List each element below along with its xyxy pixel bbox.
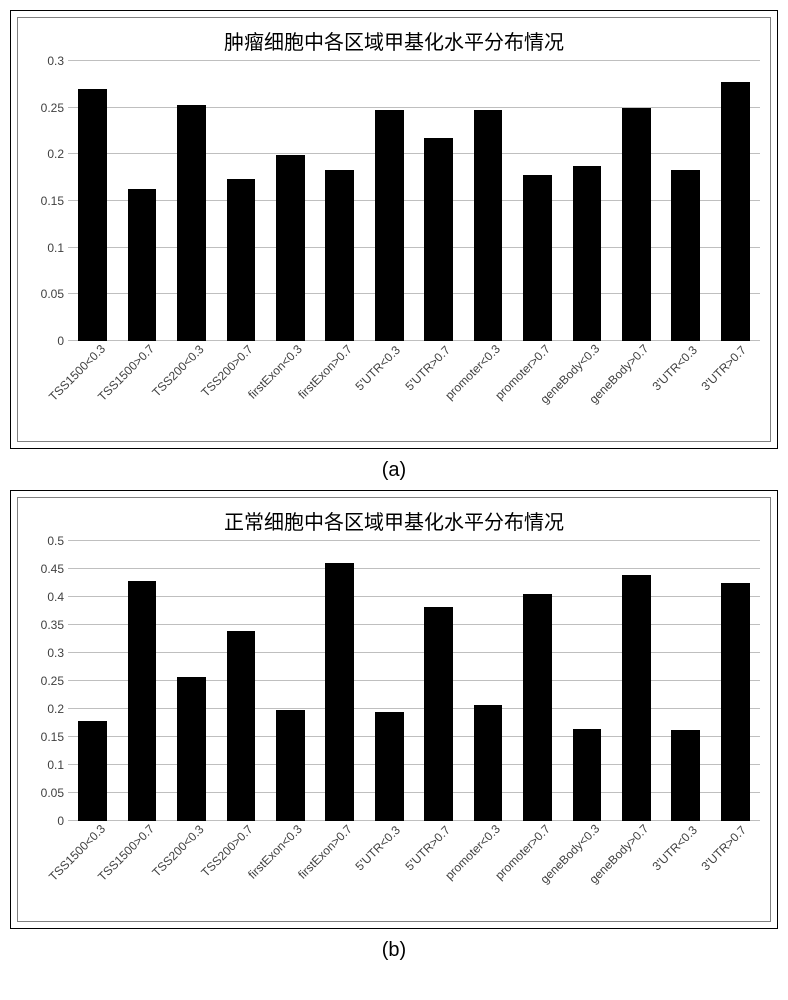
chart-b-title: 正常细胞中各区域甲基化水平分布情况: [18, 498, 770, 541]
bar: [424, 138, 453, 341]
bar: [276, 710, 305, 821]
y-tick-label: 0.1: [47, 241, 68, 255]
bar-slot: [68, 541, 117, 821]
bar-slot: [68, 61, 117, 341]
chart-b-bars: [68, 541, 760, 821]
bar: [227, 631, 256, 821]
chart-a-xlabels: TSS1500<0.3TSS1500>0.7TSS200<0.3TSS200>0…: [68, 341, 760, 441]
bar-slot: [562, 541, 611, 821]
bar-slot: [315, 541, 364, 821]
bar-slot: [661, 541, 710, 821]
bar: [721, 82, 750, 341]
bar-slot: [216, 541, 265, 821]
bar-slot: [513, 61, 562, 341]
bar-slot: [365, 541, 414, 821]
bar-slot: [117, 541, 166, 821]
bar-slot: [117, 61, 166, 341]
bar: [721, 583, 750, 821]
bar: [671, 730, 700, 821]
bar-slot: [266, 541, 315, 821]
chart-a-bars: [68, 61, 760, 341]
bar-slot: [513, 541, 562, 821]
y-tick-label: 0.2: [47, 702, 68, 716]
bar: [128, 189, 157, 341]
bar-slot: [414, 541, 463, 821]
bar-slot: [167, 61, 216, 341]
x-label-slot: 3'UTR<0.3: [661, 341, 710, 441]
y-tick-label: 0.05: [41, 287, 68, 301]
bar: [474, 110, 503, 341]
caption-b: (b): [10, 939, 778, 962]
y-tick-label: 0: [57, 814, 68, 828]
bar: [474, 705, 503, 821]
x-label-slot: 5'UTR<0.3: [365, 341, 414, 441]
bar-slot: [562, 61, 611, 341]
chart-b-xlabels: TSS1500<0.3TSS1500>0.7TSS200<0.3TSS200>0…: [68, 821, 760, 921]
bar: [573, 166, 602, 341]
x-label-slot: geneBody>0.7: [612, 821, 661, 921]
x-label-slot: 5'UTR<0.3: [365, 821, 414, 921]
x-label-slot: firstExon>0.7: [315, 821, 364, 921]
bar: [78, 721, 107, 821]
bar-slot: [710, 541, 759, 821]
x-label-slot: 3'UTR>0.7: [710, 821, 759, 921]
chart-b-inner: 正常细胞中各区域甲基化水平分布情况 00.050.10.150.20.250.3…: [17, 497, 771, 922]
bar: [177, 105, 206, 341]
bar: [227, 179, 256, 341]
chart-b-plot: 00.050.10.150.20.250.30.350.40.450.5: [68, 541, 760, 821]
y-tick-label: 0.15: [41, 730, 68, 744]
bar: [622, 108, 651, 341]
bar: [424, 607, 453, 821]
bar: [325, 563, 354, 821]
chart-a-inner: 肿瘤细胞中各区域甲基化水平分布情况 00.050.10.150.20.250.3…: [17, 17, 771, 442]
caption-a: (a): [10, 459, 778, 482]
y-tick-label: 0.3: [47, 646, 68, 660]
bar: [671, 170, 700, 341]
x-label-slot: 3'UTR>0.7: [710, 341, 759, 441]
bar-slot: [365, 61, 414, 341]
bar-slot: [612, 541, 661, 821]
y-tick-label: 0.35: [41, 618, 68, 632]
y-tick-label: 0.3: [47, 54, 68, 68]
bar: [78, 89, 107, 341]
y-tick-label: 0.2: [47, 147, 68, 161]
bar-slot: [710, 61, 759, 341]
bar: [573, 729, 602, 821]
bar-slot: [661, 61, 710, 341]
y-tick-label: 0.25: [41, 674, 68, 688]
y-tick-label: 0.45: [41, 562, 68, 576]
bar: [128, 581, 157, 821]
y-tick-label: 0: [57, 334, 68, 348]
chart-a-plot: 00.050.10.150.20.250.3: [68, 61, 760, 341]
bar-slot: [463, 541, 512, 821]
x-label-slot: geneBody>0.7: [612, 341, 661, 441]
x-label-slot: 3'UTR<0.3: [661, 821, 710, 921]
bar: [375, 712, 404, 821]
y-tick-label: 0.25: [41, 101, 68, 115]
panel-a: 肿瘤细胞中各区域甲基化水平分布情况 00.050.10.150.20.250.3…: [10, 10, 778, 449]
bar-slot: [414, 61, 463, 341]
y-tick-label: 0.5: [47, 534, 68, 548]
bar: [523, 175, 552, 341]
y-tick-label: 0.05: [41, 786, 68, 800]
bar: [622, 575, 651, 821]
y-tick-label: 0.4: [47, 590, 68, 604]
bar: [523, 594, 552, 821]
bar: [177, 677, 206, 821]
bar-slot: [167, 541, 216, 821]
bar-slot: [463, 61, 512, 341]
x-label-slot: firstExon>0.7: [315, 341, 364, 441]
panel-b: 正常细胞中各区域甲基化水平分布情况 00.050.10.150.20.250.3…: [10, 490, 778, 929]
bar-slot: [266, 61, 315, 341]
bar: [276, 155, 305, 341]
bar: [325, 170, 354, 341]
chart-a-title: 肿瘤细胞中各区域甲基化水平分布情况: [18, 18, 770, 61]
bar-slot: [612, 61, 661, 341]
y-tick-label: 0.15: [41, 194, 68, 208]
bar: [375, 110, 404, 341]
bar-slot: [315, 61, 364, 341]
bar-slot: [216, 61, 265, 341]
y-tick-label: 0.1: [47, 758, 68, 772]
